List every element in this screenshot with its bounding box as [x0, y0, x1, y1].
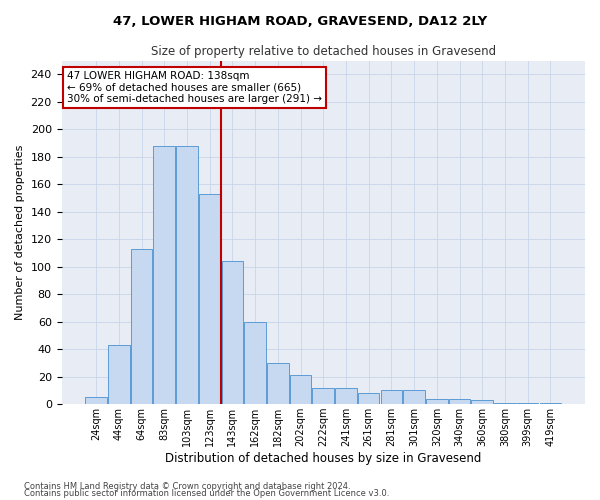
Bar	[313, 388, 334, 404]
Bar	[494, 403, 516, 404]
Bar	[244, 322, 266, 404]
Bar	[358, 393, 379, 404]
Bar	[108, 345, 130, 404]
X-axis label: Distribution of detached houses by size in Gravesend: Distribution of detached houses by size …	[165, 452, 481, 465]
Text: 47, LOWER HIGHAM ROAD, GRAVESEND, DA12 2LY: 47, LOWER HIGHAM ROAD, GRAVESEND, DA12 2…	[113, 15, 487, 28]
Text: Contains public sector information licensed under the Open Government Licence v3: Contains public sector information licen…	[24, 489, 389, 498]
Y-axis label: Number of detached properties: Number of detached properties	[15, 144, 25, 320]
Bar	[85, 398, 107, 404]
Bar	[380, 390, 402, 404]
Bar	[199, 194, 220, 404]
Bar	[267, 363, 289, 404]
Bar	[176, 146, 198, 404]
Bar	[517, 403, 538, 404]
Bar	[403, 390, 425, 404]
Bar	[131, 249, 152, 404]
Bar	[449, 398, 470, 404]
Text: 47 LOWER HIGHAM ROAD: 138sqm
← 69% of detached houses are smaller (665)
30% of s: 47 LOWER HIGHAM ROAD: 138sqm ← 69% of de…	[67, 71, 322, 104]
Bar	[290, 376, 311, 404]
Title: Size of property relative to detached houses in Gravesend: Size of property relative to detached ho…	[151, 45, 496, 58]
Text: Contains HM Land Registry data © Crown copyright and database right 2024.: Contains HM Land Registry data © Crown c…	[24, 482, 350, 491]
Bar	[426, 398, 448, 404]
Bar	[221, 261, 243, 404]
Bar	[472, 400, 493, 404]
Bar	[335, 388, 357, 404]
Bar	[539, 403, 561, 404]
Bar	[154, 146, 175, 404]
